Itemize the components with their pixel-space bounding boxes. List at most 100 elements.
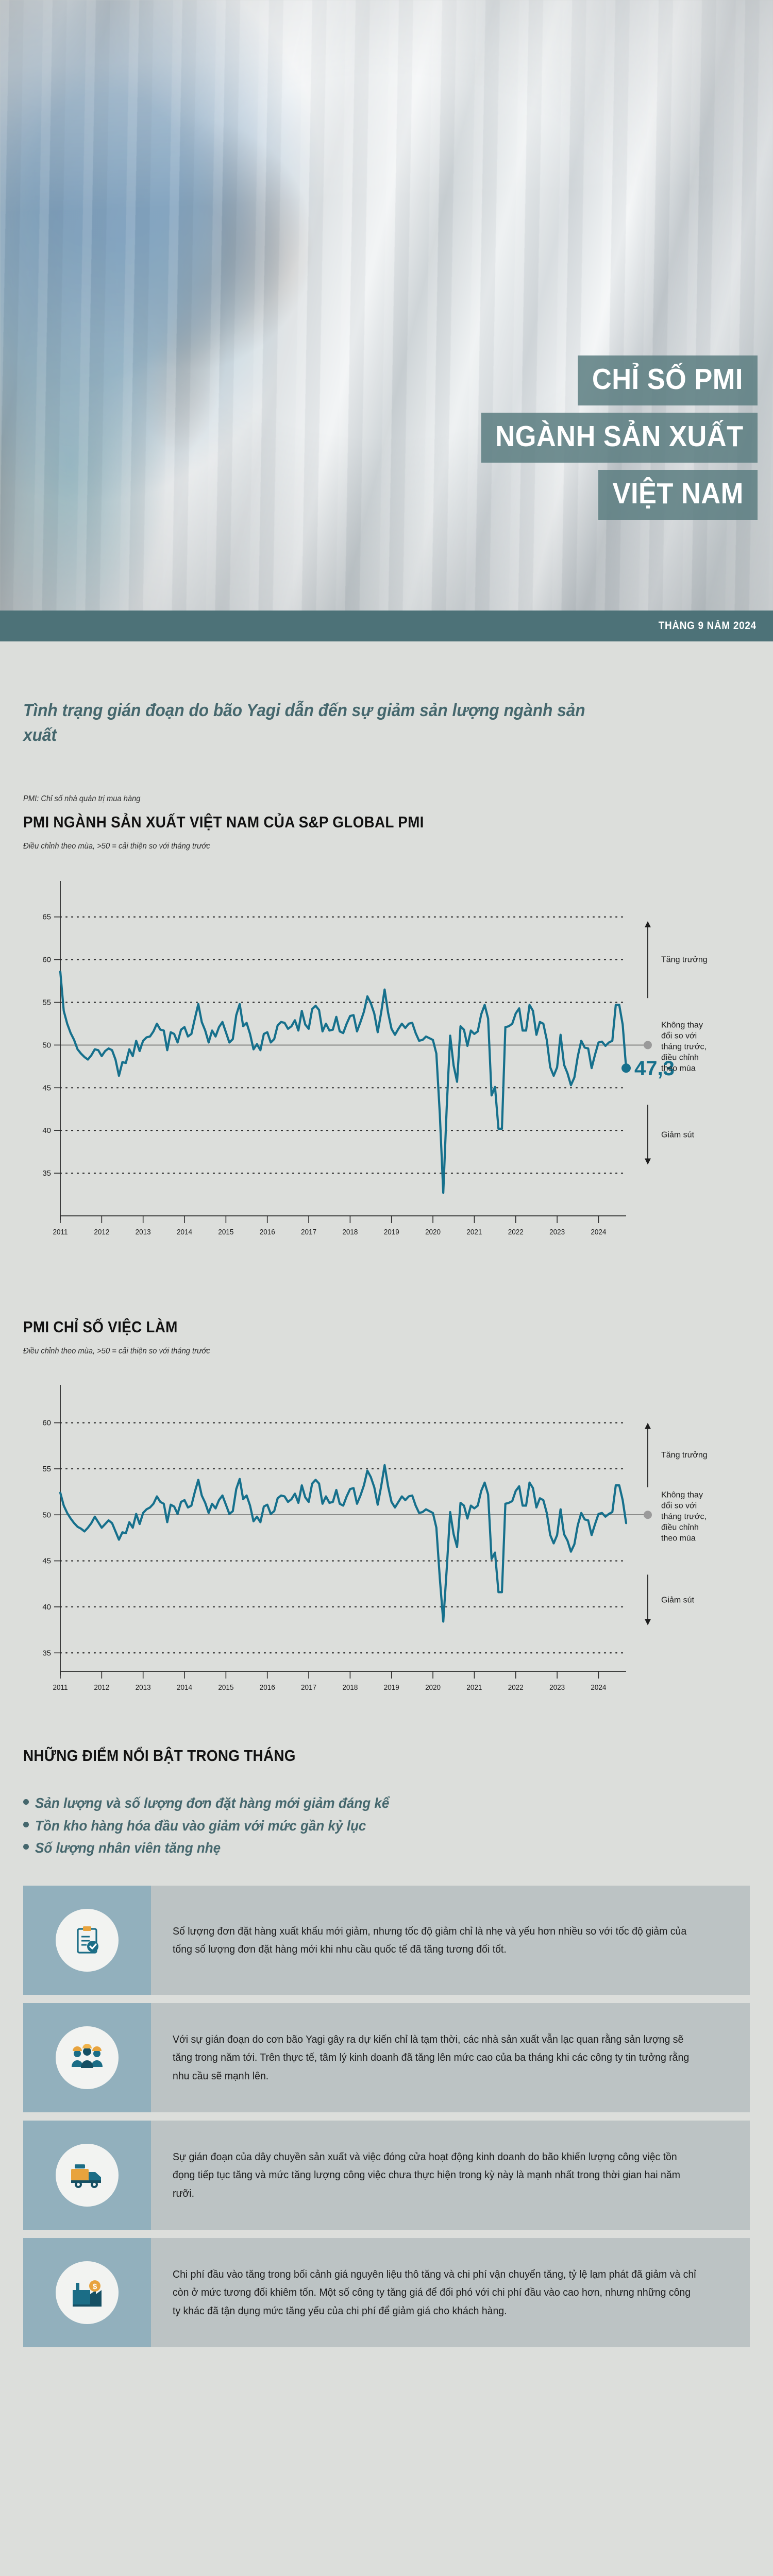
insight-card: Với sự gián đoạn do cơn bão Yagi gây ra … (23, 2003, 750, 2112)
chart1-title: PMI NGÀNH SẢN XUẤT VIỆT NAM CỦA S&P GLOB… (23, 813, 424, 831)
svg-text:35: 35 (42, 1649, 51, 1657)
bullet-dot-icon (23, 1799, 29, 1805)
insight-card: Số lượng đơn đặt hàng xuất khẩu mới giảm… (23, 1886, 750, 1995)
hero-title-block: CHỈ SỐ PMI NGÀNH SẢN XUẤT VIỆT NAM (0, 355, 773, 527)
highlight-item: Tồn kho hàng hóa đầu vào giảm với mức gầ… (23, 1815, 642, 1837)
bullet-dot-icon (23, 1821, 29, 1827)
svg-text:55: 55 (42, 998, 51, 1007)
svg-text:2013: 2013 (136, 1683, 151, 1692)
card-text-panel: Sự gián đoạn của dây chuyền sản xuất và … (151, 2121, 750, 2230)
svg-text:Giảm sút: Giảm sút (661, 1131, 695, 1140)
svg-text:2011: 2011 (53, 1683, 68, 1692)
pmi-definition: PMI: Chỉ số nhà quản trị mua hàng (23, 794, 141, 803)
svg-text:40: 40 (42, 1603, 51, 1612)
chart2-svg: 35 40 45 50 55 60 2011 2012 2013 2014 2015 2016 2017… (42, 1385, 708, 1692)
svg-text:2012: 2012 (94, 1228, 109, 1236)
svg-text:2018: 2018 (342, 1228, 358, 1236)
svg-text:$: $ (93, 2282, 97, 2291)
card-icon-panel: $ (23, 2238, 151, 2347)
svg-text:2024: 2024 (591, 1683, 606, 1692)
svg-text:2018: 2018 (342, 1683, 358, 1692)
svg-text:2016: 2016 (260, 1683, 275, 1692)
svg-text:60: 60 (42, 1419, 51, 1428)
svg-text:tháng trước,: tháng trước, (661, 1512, 707, 1521)
svg-text:45: 45 (42, 1083, 51, 1092)
factory-cost-glyph: $ (73, 2280, 102, 2307)
svg-text:2021: 2021 (466, 1683, 482, 1692)
hero-title-line-3: VIỆT NAM (598, 470, 758, 520)
chart-pmi-employment: 35 40 45 50 55 60 2011 2012 2013 2014 2015 2016 2017… (23, 1381, 750, 1700)
svg-text:40: 40 (42, 1126, 51, 1135)
svg-text:Tăng trưởng: Tăng trưởng (661, 1451, 708, 1460)
chart1-svg: 35 40 45 50 55 60 65 2011 2012 2013 2014 2015 2016 20… (42, 881, 708, 1236)
svg-text:2014: 2014 (177, 1228, 192, 1236)
svg-text:đổi so với: đổi so với (661, 1501, 697, 1510)
svg-text:theo mùa: theo mùa (661, 1064, 696, 1073)
hero-date-bar: THÁNG 9 NĂM 2024 (0, 611, 773, 641)
card-text: Với sự gián đoạn do cơn bão Yagi gây ra … (173, 2033, 690, 2082)
clipboard-check-glyph (77, 1926, 98, 1954)
chart2-note: Điều chỉnh theo mùa, >50 = cải thiện so … (23, 1347, 210, 1355)
highlight-item: Số lượng nhân viên tăng nhẹ (23, 1837, 642, 1859)
insight-card: $ Chi phí đầu vào tăng trong bối cảnh gi… (23, 2238, 750, 2347)
insight-card-list: Số lượng đơn đặt hàng xuất khẩu mới giảm… (23, 1886, 750, 2355)
highlight-text: Sản lượng và số lượng đơn đặt hàng mới g… (35, 1795, 390, 1811)
card-text-panel: Số lượng đơn đặt hàng xuất khẩu mới giảm… (151, 1886, 750, 1995)
highlight-text: Số lượng nhân viên tăng nhẹ (35, 1840, 221, 1856)
svg-text:2023: 2023 (549, 1683, 565, 1692)
card-icon-panel (23, 1886, 151, 1995)
svg-text:65: 65 (42, 913, 51, 922)
svg-text:Không thay: Không thay (661, 1021, 703, 1029)
factory-worker-photo (0, 0, 773, 641)
svg-text:60: 60 (42, 956, 51, 964)
card-text: Sự gián đoạn của dây chuyền sản xuất và … (173, 2151, 680, 2199)
workers-group-icon (56, 2026, 119, 2089)
chart2-title: PMI CHỈ SỐ VIỆC LÀM (23, 1318, 178, 1336)
svg-text:đổi so với: đổi so với (661, 1031, 697, 1040)
delivery-truck-glyph (71, 2164, 101, 2188)
svg-text:2019: 2019 (384, 1683, 399, 1692)
svg-text:2017: 2017 (301, 1683, 316, 1692)
bullet-dot-icon (23, 1844, 29, 1850)
svg-text:Không thay: Không thay (661, 1490, 703, 1499)
hero-date-label: THÁNG 9 NĂM 2024 (658, 620, 757, 632)
svg-text:theo mùa: theo mùa (661, 1534, 696, 1543)
svg-text:2020: 2020 (425, 1683, 441, 1692)
highlights-list: Sản lượng và số lượng đơn đặt hàng mới g… (23, 1792, 642, 1859)
hero-title-line-1: CHỈ SỐ PMI (578, 355, 758, 405)
svg-text:Tăng trưởng: Tăng trưởng (661, 956, 708, 964)
svg-text:2022: 2022 (508, 1228, 524, 1236)
card-text-panel: Với sự gián đoạn do cơn bão Yagi gây ra … (151, 2003, 750, 2112)
svg-text:điều chỉnh: điều chỉnh (661, 1053, 699, 1062)
card-text: Số lượng đơn đặt hàng xuất khẩu mới giảm… (173, 1925, 687, 1955)
svg-text:55: 55 (42, 1465, 51, 1473)
page-subtitle: Tình trạng gián đoạn do bão Yagi dẫn đến… (23, 701, 585, 745)
svg-text:2016: 2016 (260, 1228, 275, 1236)
card-text: Chi phí đầu vào tăng trong bối cảnh giá … (173, 2268, 696, 2317)
workers-group-glyph (72, 2044, 103, 2068)
svg-text:2015: 2015 (218, 1683, 233, 1692)
svg-text:35: 35 (42, 1169, 51, 1178)
svg-text:2015: 2015 (218, 1228, 233, 1236)
svg-text:2014: 2014 (177, 1683, 192, 1692)
hero-title-line-2: NGÀNH SẢN XUẤT (481, 413, 758, 463)
card-icon-panel (23, 2121, 151, 2230)
delivery-truck-icon (56, 2144, 119, 2207)
svg-text:2020: 2020 (425, 1228, 441, 1236)
svg-text:2011: 2011 (53, 1228, 68, 1236)
svg-text:2021: 2021 (466, 1228, 482, 1236)
svg-text:Giảm sút: Giảm sút (661, 1596, 695, 1605)
svg-text:tháng trước,: tháng trước, (661, 1042, 707, 1051)
svg-text:50: 50 (42, 1511, 51, 1519)
clipboard-check-icon (56, 1909, 119, 1972)
svg-text:2023: 2023 (549, 1228, 565, 1236)
svg-text:2013: 2013 (136, 1228, 151, 1236)
insight-card: Sự gián đoạn của dây chuyền sản xuất và … (23, 2121, 750, 2230)
factory-cost-icon: $ (56, 2261, 119, 2324)
svg-text:45: 45 (42, 1557, 51, 1566)
chart1-note: Điều chỉnh theo mùa, >50 = cải thiện so … (23, 842, 210, 851)
card-icon-panel (23, 2003, 151, 2112)
card-text-panel: Chi phí đầu vào tăng trong bối cảnh giá … (151, 2238, 750, 2347)
svg-text:điều chỉnh: điều chỉnh (661, 1523, 699, 1532)
svg-text:2022: 2022 (508, 1683, 524, 1692)
